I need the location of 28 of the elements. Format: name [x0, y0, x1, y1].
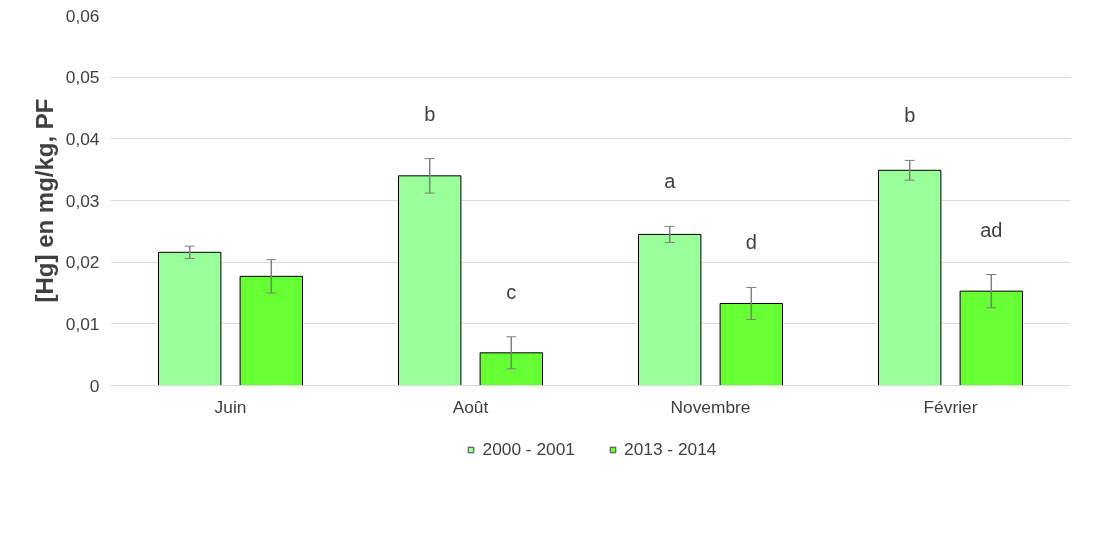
- x-tick-label: Novembre: [670, 396, 751, 417]
- y-tick-label: 0,05: [65, 67, 100, 88]
- x-tick-label: Août: [452, 396, 489, 417]
- data-label: b: [424, 102, 436, 125]
- data-label: ad: [980, 218, 1003, 241]
- bar: [479, 352, 543, 386]
- legend-label: 2013 - 2014: [624, 438, 717, 460]
- y-tick-label: 0,02: [65, 252, 100, 273]
- y-tick-label: 0,06: [65, 5, 100, 26]
- legend-label: 2000 - 2001: [482, 438, 575, 460]
- bar: [239, 275, 303, 386]
- bar: [959, 290, 1023, 386]
- y-tick-label: 0,01: [65, 313, 100, 334]
- y-tick-label: 0,03: [65, 190, 100, 211]
- data-label: b: [904, 104, 916, 127]
- y-tick-label: 0,04: [65, 128, 100, 149]
- bar: [719, 302, 783, 386]
- y-axis-title: [Hg] en mg/kg, PF: [30, 98, 58, 303]
- y-tick-label: 0: [89, 375, 100, 396]
- bar: [158, 251, 222, 386]
- data-label: a: [664, 170, 677, 193]
- x-tick-label: Juin: [214, 396, 247, 417]
- bar: [398, 175, 462, 386]
- data-label: c: [506, 280, 517, 303]
- data-label: d: [745, 231, 757, 254]
- bar: [638, 233, 702, 386]
- bar: [878, 169, 942, 386]
- x-tick-label: Février: [923, 396, 978, 417]
